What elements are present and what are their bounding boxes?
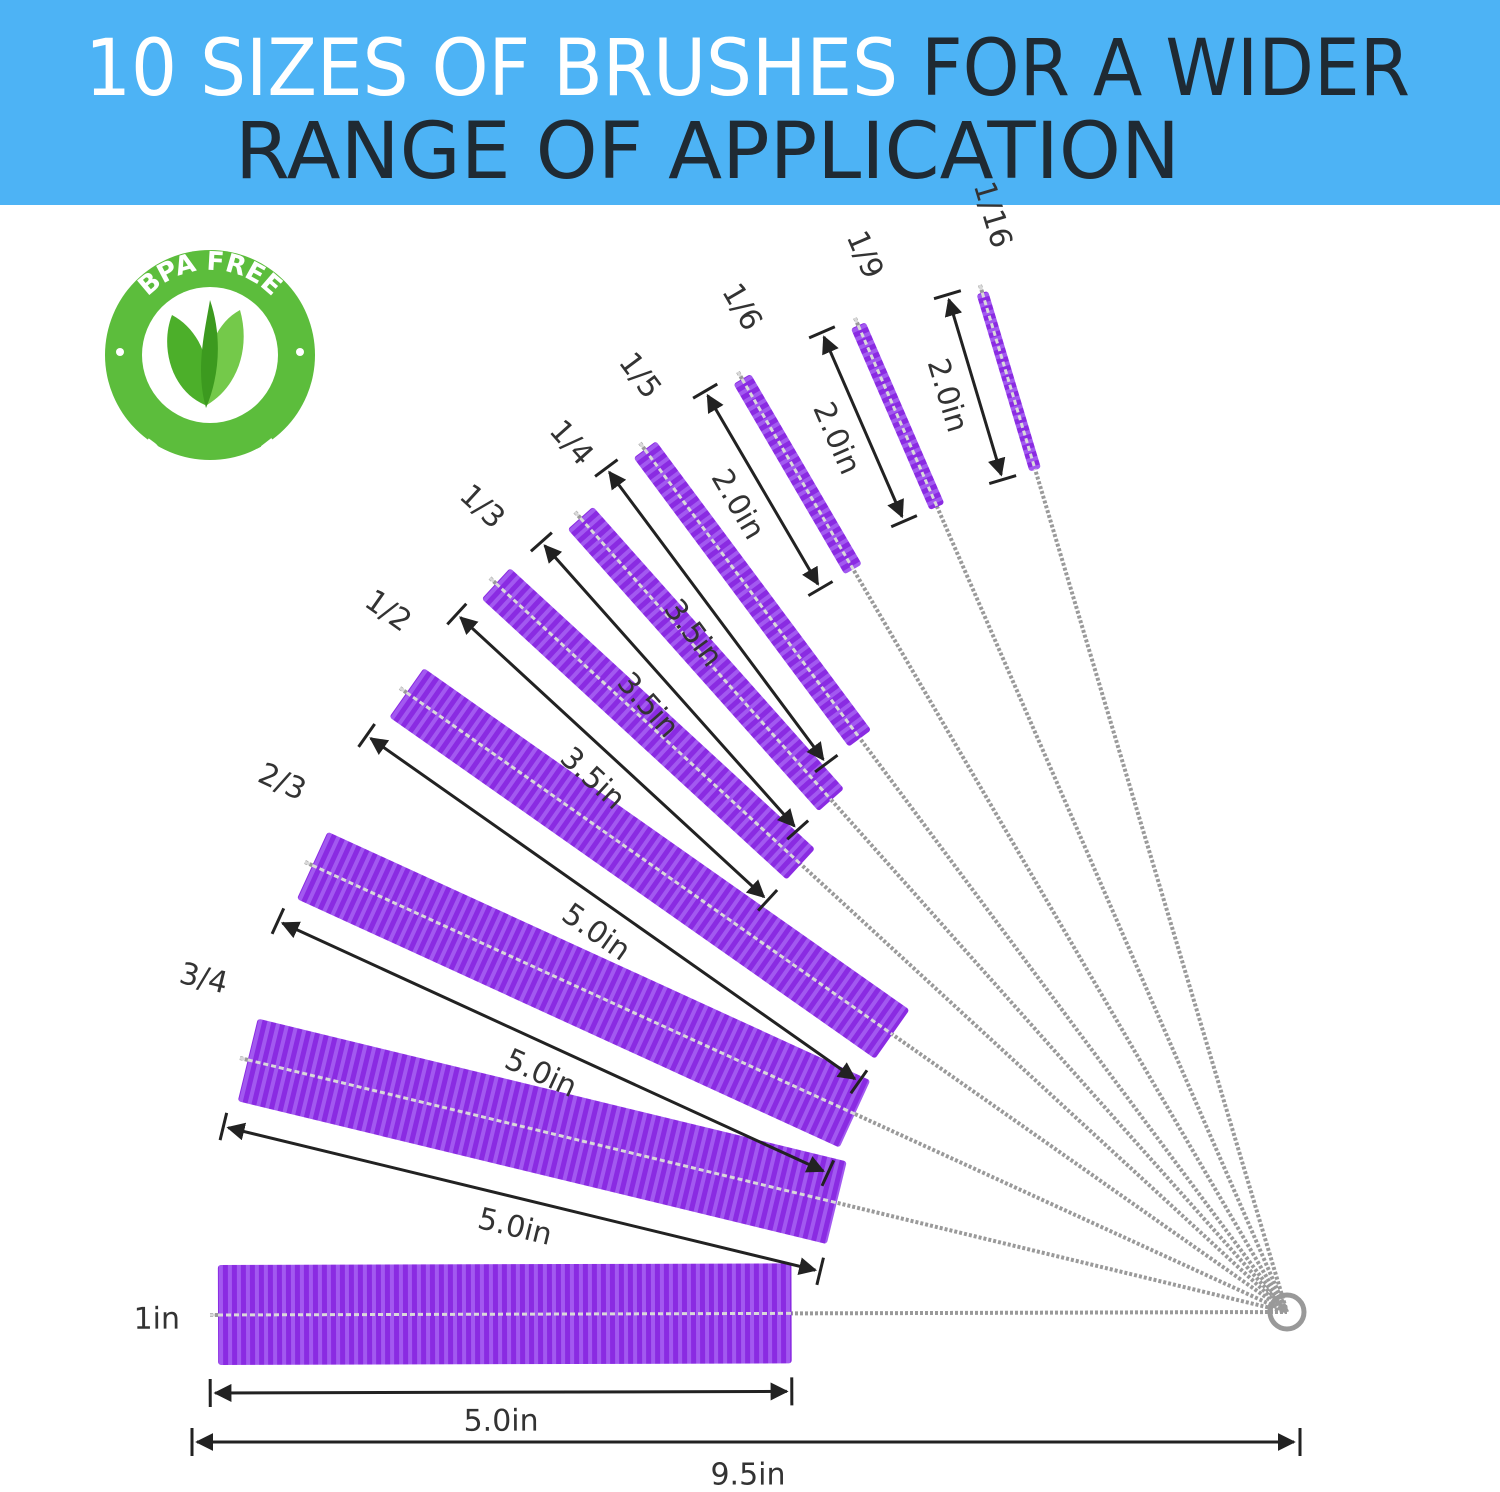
wire bbox=[209, 1310, 1288, 1317]
header-banner bbox=[0, 0, 1500, 205]
size-label: 2/3 bbox=[253, 756, 311, 808]
dim-tick bbox=[808, 325, 836, 340]
core-wire bbox=[978, 284, 1037, 471]
dim-line bbox=[608, 470, 825, 761]
dim-tick bbox=[757, 888, 779, 912]
dim-line bbox=[706, 393, 820, 586]
dim-line bbox=[822, 335, 904, 519]
size-label: 1/6 bbox=[714, 277, 769, 336]
header-highlight: 10 SIZES OF BRUSHES bbox=[85, 24, 898, 114]
bristles bbox=[217, 1263, 792, 1365]
dim-tick bbox=[815, 1257, 825, 1286]
header-rest: FOR A WIDER bbox=[921, 24, 1410, 114]
core-wire bbox=[209, 1311, 792, 1317]
size-label: 1/4 bbox=[542, 413, 600, 472]
brush: 5.0in 1in bbox=[134, 1263, 1288, 1439]
dim-tick bbox=[807, 580, 834, 597]
total-length-label: 9.5in bbox=[710, 1458, 785, 1492]
dim-line bbox=[369, 737, 857, 1081]
length-label: 5.0in bbox=[464, 1404, 539, 1439]
dim-tick bbox=[849, 1069, 869, 1095]
dim-tick bbox=[814, 753, 839, 774]
dim-tick bbox=[529, 531, 553, 553]
dim-tick bbox=[692, 382, 719, 400]
dim-tick bbox=[988, 474, 1017, 486]
wire bbox=[978, 284, 1289, 1313]
size-label: 1/9 bbox=[839, 226, 890, 284]
brushes: 5.0in1in5.0in3/45.0in2/35.0in1/23.5in1/3… bbox=[134, 178, 1289, 1439]
bpa-badge: BPA FREE BPA FREE bbox=[105, 247, 315, 488]
length-label: 2.0in bbox=[920, 355, 975, 437]
header-line-2: RANGE OF APPLICATION bbox=[235, 107, 1180, 197]
dim-tick bbox=[218, 1112, 229, 1141]
hanging-ring bbox=[1267, 1292, 1307, 1332]
dim-tick bbox=[446, 602, 468, 626]
dim-line bbox=[213, 1382, 789, 1402]
wire bbox=[239, 1056, 1288, 1314]
dim-tick bbox=[890, 514, 918, 529]
size-label: 1/3 bbox=[452, 478, 511, 536]
dim-line bbox=[944, 297, 1006, 477]
dim-tick bbox=[270, 907, 286, 935]
length-label: 2.0in bbox=[805, 397, 867, 480]
dim-tick bbox=[820, 1159, 836, 1187]
dim-tick bbox=[594, 458, 619, 478]
size-label: 1in bbox=[134, 1302, 181, 1337]
dim-tick bbox=[933, 289, 962, 301]
dim-tick bbox=[357, 723, 376, 748]
header-line-1: 10 SIZES OF BRUSHES FOR A WIDER bbox=[85, 24, 1410, 114]
size-label: 1/2 bbox=[358, 583, 418, 639]
length-label: 5.0in bbox=[474, 1201, 555, 1253]
size-label: 1/5 bbox=[611, 346, 668, 406]
wire bbox=[573, 510, 1289, 1314]
dim-tick bbox=[786, 819, 810, 841]
size-label: 3/4 bbox=[176, 956, 231, 1001]
